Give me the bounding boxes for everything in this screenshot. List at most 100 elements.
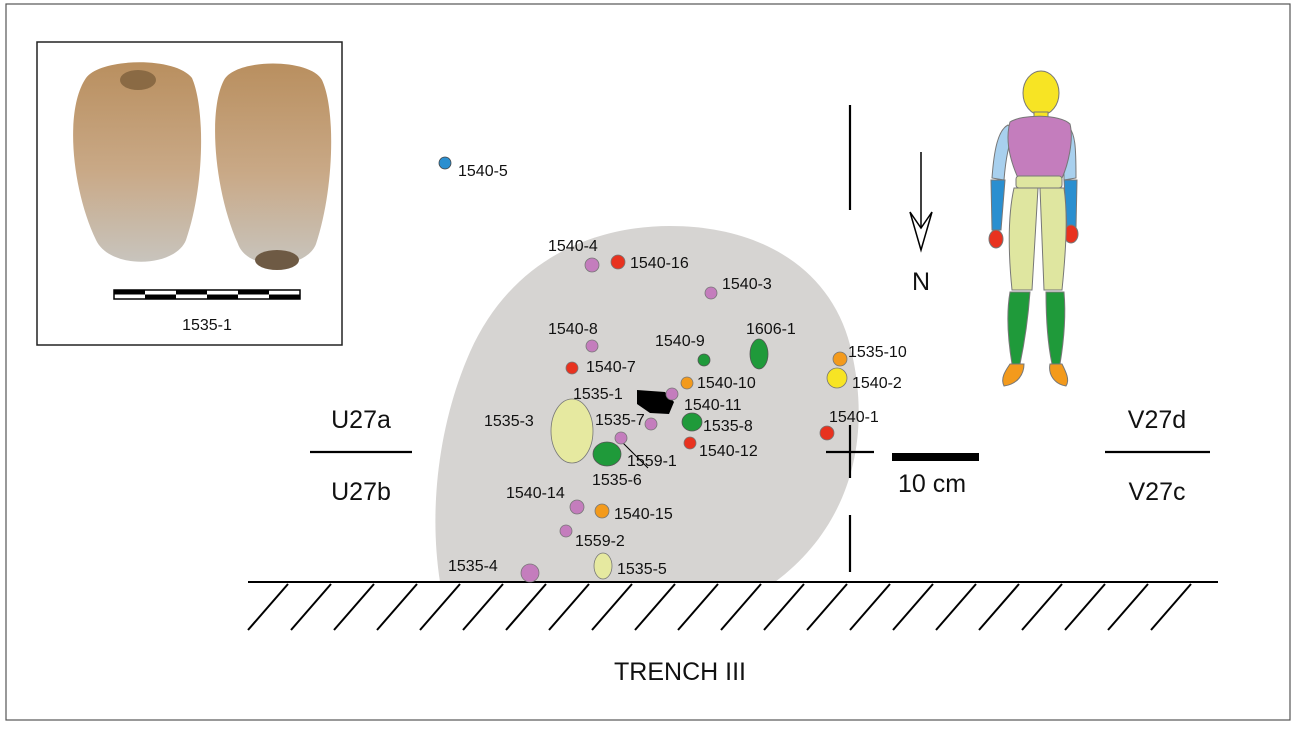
trench-hatch (720, 583, 762, 631)
find-marker (826, 367, 848, 389)
find-1535-5: 1535-5 (593, 552, 667, 580)
trench-hatch (247, 583, 289, 631)
find-label: 1540-1 (829, 409, 879, 426)
find-1535-8: 1535-8 (681, 412, 753, 435)
find-1535-1: 1535-1 (573, 386, 674, 414)
find-marker (832, 351, 848, 367)
trench-hatch (419, 583, 461, 631)
find-label: 1559-1 (627, 453, 677, 470)
find-marker (438, 156, 452, 170)
find-label: 1540-4 (548, 238, 598, 255)
find-1540-14: 1540-14 (506, 485, 585, 515)
figure-head (1022, 70, 1060, 116)
find-label: 1535-7 (595, 412, 645, 429)
find-1606-1: 1606-1 (746, 321, 796, 370)
trench-hatch (290, 583, 332, 631)
trench-hatch (548, 583, 590, 631)
find-label: 1559-2 (575, 533, 625, 550)
find-marker (819, 425, 835, 441)
trench-hatch (333, 583, 375, 631)
find-1540-2: 1540-2 (826, 367, 902, 392)
grid-label-ne: V27d (1128, 406, 1186, 434)
find-marker (584, 257, 600, 273)
find-1535-3: 1535-3 (484, 398, 594, 464)
find-1540-8: 1540-8 (548, 321, 599, 353)
trench-hatch (1021, 583, 1063, 631)
find-1540-16: 1540-16 (610, 254, 689, 272)
find-marker (665, 387, 679, 401)
find-marker (550, 398, 594, 464)
trench-hatch (591, 583, 633, 631)
find-marker (749, 338, 769, 370)
find-marker (565, 361, 579, 375)
trench-hatch (935, 583, 977, 631)
find-marker (520, 563, 540, 583)
inset-photo-panel: 1535-1 (36, 41, 343, 346)
figure-forearm-left (990, 179, 1006, 231)
find-marker (594, 503, 610, 519)
find-label: 1535-8 (703, 418, 753, 435)
figure-foot-right (1049, 363, 1069, 387)
find-label: 1535-5 (617, 561, 667, 578)
trench-hatch (849, 583, 891, 631)
find-marker (593, 552, 613, 580)
find-1540-15: 1540-15 (594, 503, 673, 523)
find-label: 1540-11 (684, 397, 742, 414)
find-1540-11: 1540-11 (665, 387, 742, 414)
trench-hatch (978, 583, 1020, 631)
trench-hatch (1064, 583, 1106, 631)
find-marker (683, 436, 697, 450)
find-label: 1540-9 (655, 333, 705, 350)
find-marker (681, 412, 703, 432)
find-1535-4: 1535-4 (448, 558, 540, 583)
trench-hatch (376, 583, 418, 631)
find-label: 1535-1 (573, 386, 623, 403)
figure-thigh-right (1039, 187, 1067, 291)
find-1535-10: 1535-10 (832, 344, 907, 367)
find-1535-6: 1535-6 (592, 431, 642, 489)
find-1540-12: 1540-12 (683, 436, 758, 460)
find-marker (680, 376, 694, 390)
trench-label: TRENCH III (614, 658, 746, 686)
stone-view-back (215, 63, 332, 265)
leader-line (619, 439, 649, 469)
find-label: 1540-14 (506, 485, 565, 502)
find-marker (704, 286, 718, 300)
north-arrow: N (909, 152, 933, 296)
find-label: 1540-10 (697, 375, 756, 392)
find-label: 1535-3 (484, 413, 534, 430)
trench-hatch (892, 583, 934, 631)
find-1540-3: 1540-3 (704, 276, 772, 300)
find-marker (569, 499, 585, 515)
trench-hatch (634, 583, 676, 631)
find-label: 1540-3 (722, 276, 772, 293)
find-label: 1535-4 (448, 558, 498, 575)
inset-scale-bar (113, 289, 301, 300)
scale-label: 10 cm (898, 470, 966, 498)
find-1540-7: 1540-7 (565, 359, 636, 376)
grid-marker (310, 105, 1210, 572)
find-label: 1535-6 (592, 472, 642, 489)
human-figure-illustration (988, 70, 1079, 387)
trench-hatch (1107, 583, 1149, 631)
scale-bar (892, 453, 979, 461)
trench-hatch (763, 583, 805, 631)
find-1559-1: 1559-1 (592, 441, 677, 470)
find-1540-10: 1540-10 (680, 375, 756, 392)
find-label: 1540-5 (458, 163, 508, 180)
find-marker (637, 390, 674, 414)
figure-foot-left (1002, 363, 1025, 387)
find-marker (644, 417, 658, 431)
grid-label-se: V27c (1129, 478, 1186, 506)
find-label: 1606-1 (746, 321, 796, 338)
trench-hatch (1150, 583, 1192, 631)
plan-scale: 10 cm (892, 453, 979, 498)
find-label: 1540-7 (586, 359, 636, 376)
figure-hand-left (988, 229, 1004, 249)
find-marker (610, 254, 626, 270)
find-label: 1540-12 (699, 443, 758, 460)
trench-hatch (462, 583, 504, 631)
figure-torso (1007, 115, 1072, 179)
